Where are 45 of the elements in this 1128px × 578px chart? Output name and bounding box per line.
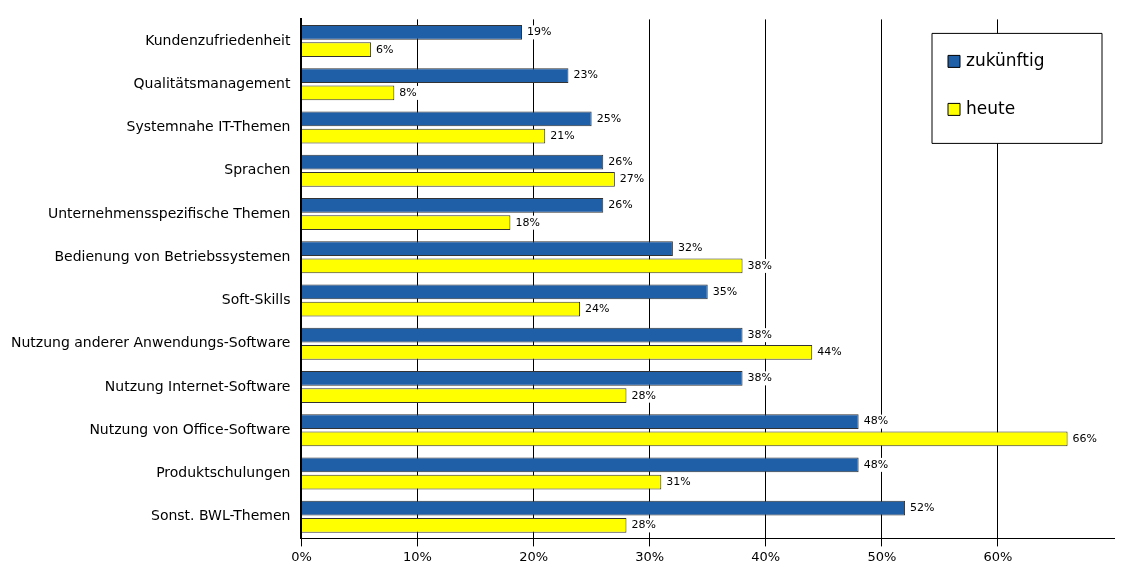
y-tick-label: Sprachen [224, 161, 291, 178]
y-tick-label: Systemnahe IT-Themen [126, 118, 291, 135]
y-tick-label: Sonst. BWL-Themen [151, 507, 291, 524]
y-tick-label: Kundenzufriedenheit [145, 31, 291, 48]
data-label: 25% [596, 111, 622, 125]
x-tick-label: 20% [519, 548, 549, 564]
y-tick-label: Unternehmensspezifische Themen [48, 204, 291, 221]
legend-label: zukünftig [966, 49, 1045, 70]
data-label: 31% [666, 475, 691, 489]
data-label: 21% [550, 129, 575, 143]
x-tick-label: 60% [983, 548, 1013, 564]
data-label: 48% [863, 457, 889, 471]
data-label: 24% [585, 302, 610, 316]
data-label: 38% [747, 327, 772, 341]
data-label: 38% [747, 258, 772, 272]
data-label: 27% [619, 172, 645, 186]
y-tick-label: Nutzung von Office-Software [89, 420, 291, 437]
data-label: 38% [747, 371, 772, 385]
data-label: 19% [527, 25, 552, 39]
data-label: 44% [817, 345, 842, 359]
legend-label: heute [966, 97, 1016, 118]
y-tick-label: Nutzung Internet-Software [104, 377, 291, 394]
x-tick-label: 40% [751, 548, 781, 564]
data-label: 32% [677, 241, 703, 255]
y-tick-label: Qualitätsmanagement [133, 74, 291, 91]
y-tick-label: Soft-Skills [221, 291, 291, 308]
x-tick-label: 10% [403, 548, 432, 564]
x-tick-label: 0% [291, 548, 312, 564]
data-label: 23% [573, 68, 598, 82]
data-label: 28% [631, 388, 656, 402]
y-tick-label: Bedienung von Betriebssystemen [54, 247, 291, 264]
data-label: 66% [1072, 431, 1098, 445]
x-tick-label: 50% [867, 548, 897, 564]
data-label: 35% [712, 284, 738, 298]
data-label: 52% [910, 500, 935, 514]
data-label: 26% [608, 198, 633, 212]
data-label: 8% [399, 85, 417, 99]
data-label: 6% [376, 42, 394, 56]
data-label: 48% [863, 414, 889, 428]
y-tick-label: Produktschulungen [156, 464, 291, 481]
data-label: 28% [631, 518, 656, 532]
y-tick-label: Nutzung anderer Anwendungs-Software [11, 334, 291, 351]
data-label: 26% [608, 154, 633, 168]
data-label: 18% [515, 215, 540, 229]
x-tick-label: 30% [635, 548, 665, 564]
